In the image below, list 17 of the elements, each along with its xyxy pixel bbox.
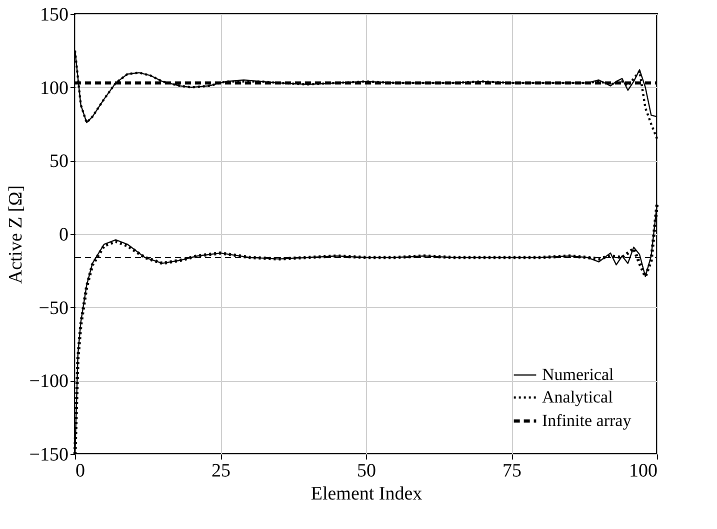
y-tick-label: 50 [50,151,68,172]
y-tick-label: −50 [38,298,68,319]
x-tick-label: 75 [502,460,522,482]
y-axis-title: Active Z [Ω] [5,185,26,284]
x-tick-label: 100 [629,460,658,482]
y-tick-label: −100 [29,371,68,392]
x-tick-label: 25 [212,460,230,482]
legend-label: Numerical [542,365,614,384]
x-axis-title: Element Index [310,484,423,504]
y-tick-label: 0 [59,224,68,246]
x-tick-label: 50 [357,460,376,482]
legend-label: Infinite array [542,411,632,430]
x-tick-label: 0 [76,460,85,482]
y-tick-label: 100 [40,78,68,99]
legend-label: Analytical [542,388,614,406]
y-tick-label: −150 [29,444,68,466]
y-tick-label: 150 [40,4,68,26]
